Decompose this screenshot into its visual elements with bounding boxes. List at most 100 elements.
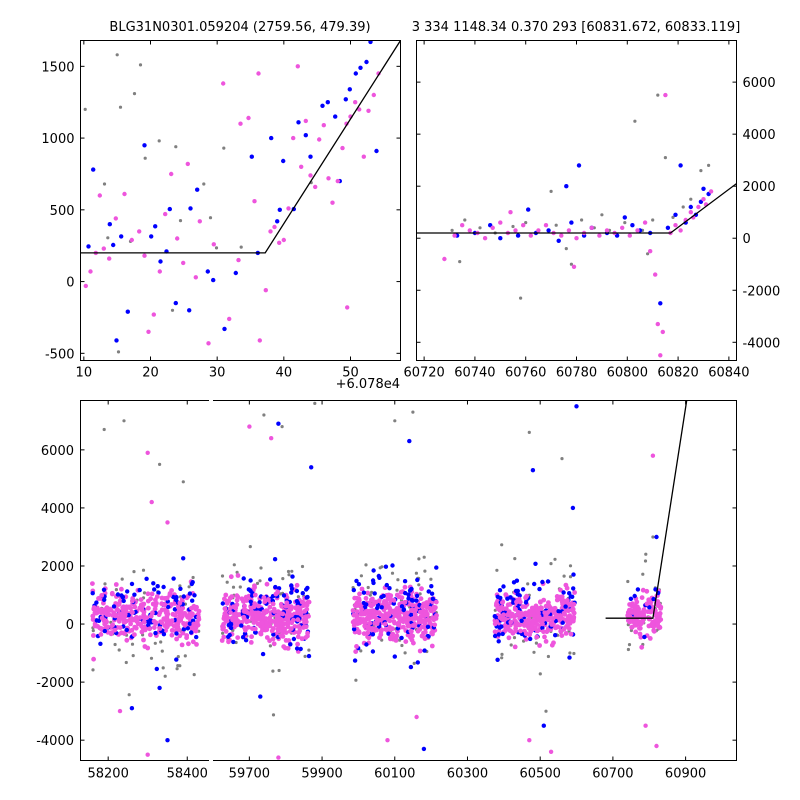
data-point [299,164,304,169]
data-point [513,588,519,594]
data-point [521,223,526,228]
data-point [651,535,655,539]
data-point [106,236,110,240]
data-point [271,641,277,647]
data-point [408,664,414,670]
data-point [187,585,191,589]
data-point [571,586,576,591]
data-point [115,53,119,57]
data-point [169,171,174,177]
data-point [303,614,309,619]
data-point [115,592,121,597]
data-point [141,619,147,625]
data-point [295,64,300,69]
data-point [258,579,262,583]
model-line [416,183,737,234]
x-tick-label: 60100 [374,767,415,782]
data-point [154,594,160,599]
data-point [526,616,532,622]
data-point [137,615,143,620]
data-point [400,643,404,648]
data-point [307,648,311,652]
data-point [161,584,166,590]
data-point [220,574,225,578]
data-point [251,620,257,625]
data-point [642,220,648,225]
data-point [379,605,384,610]
data-point [111,604,117,609]
data-point [377,635,382,641]
data-point [434,613,439,618]
data-point [360,611,366,617]
data-point [163,674,167,678]
data-point [567,655,572,660]
data-point [194,642,199,647]
data-point [193,275,198,280]
data-point [174,145,178,149]
data-point [419,586,424,592]
data-point [142,253,147,258]
data-point [252,626,258,632]
data-point [248,588,253,594]
data-point [512,644,518,650]
data-point [357,107,362,112]
data-point [414,571,418,575]
data-point [560,620,565,625]
data-point [510,613,516,619]
data-point [559,233,564,238]
data-point [651,628,657,633]
data-point [190,639,196,645]
data-point [571,572,576,577]
data-point [153,224,158,229]
data-point [385,738,390,743]
data-point [242,603,247,609]
data-point [159,595,165,601]
data-point [226,634,231,639]
data-point [138,597,144,602]
data-point [173,613,178,618]
data-point [365,630,371,636]
data-point [636,610,642,615]
data-point [187,621,193,626]
data-point [429,591,435,596]
data-point [563,617,569,623]
data-point [373,599,379,605]
data-point [221,631,225,635]
data-point [403,651,407,655]
data-point [230,617,235,623]
data-point [238,585,242,589]
data-point [109,623,115,628]
x-tick-label: 30 [209,366,226,381]
data-point [367,620,373,626]
data-point [188,614,193,620]
data-point [410,616,416,622]
data-point [177,600,183,606]
y-tick-label: 1000 [41,132,74,147]
data-point [196,608,202,614]
data-point [403,614,409,619]
data-point [508,619,514,625]
data-point [290,574,295,579]
data-point [421,746,427,752]
data-point [377,575,382,580]
data-point [401,624,406,630]
data-point [103,582,107,586]
data-point [248,578,253,583]
data-point [508,210,513,215]
data-point [359,649,363,653]
data-point [196,614,202,620]
data-point [321,123,326,128]
data-point [540,579,545,585]
data-point [305,585,310,591]
data-point [171,576,176,581]
data-point [113,216,119,221]
data-point [524,221,528,225]
data-point [370,649,376,654]
data-point [231,639,236,645]
data-point [116,602,121,607]
data-point [505,602,511,608]
data-point [286,569,291,574]
data-point [379,627,384,633]
data-point [281,593,287,598]
data-point [99,593,105,598]
